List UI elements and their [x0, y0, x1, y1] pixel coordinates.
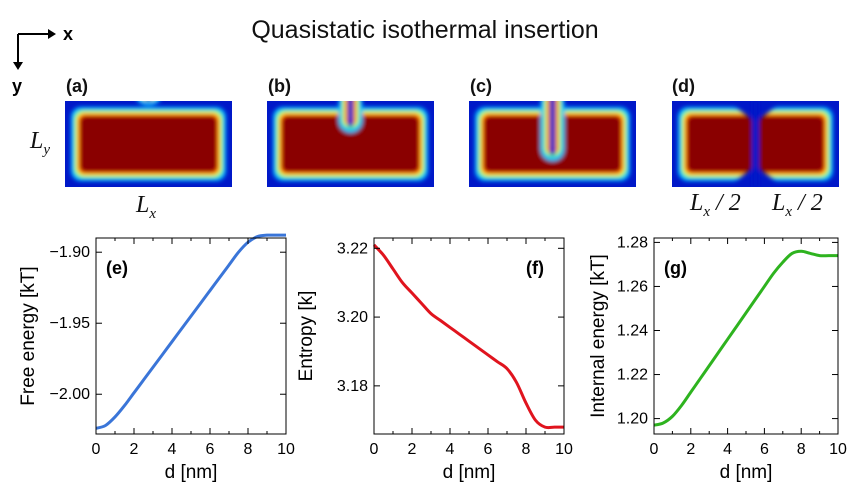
x-tick-label: 2 — [130, 441, 139, 458]
density-field — [678, 101, 833, 187]
density-field — [273, 101, 428, 181]
figure-title: Quasistatic isothermal insertion — [251, 16, 599, 44]
panel-label: (f) — [526, 258, 544, 278]
axes-indicator: x y — [12, 24, 73, 96]
y-tick-label: 3.20 — [337, 309, 368, 326]
x-axis-label: d [nm] — [720, 462, 773, 483]
wall — [347, 101, 354, 127]
density-map-a — [65, 101, 232, 187]
x-tick-label: 0 — [92, 441, 101, 458]
density-map-d — [672, 101, 839, 187]
density-field — [475, 101, 630, 181]
y-tick-label: −1.90 — [50, 244, 91, 261]
y-axis-arrowhead — [13, 62, 23, 70]
panel-label-d: (d) — [672, 76, 695, 96]
y-axis-label: Internal energy [kT] — [588, 254, 609, 418]
density-layer — [282, 116, 419, 172]
series-line — [653, 249, 838, 427]
density-field — [71, 101, 226, 181]
plot-f: 0 2 4 6 8 10 d [nm] 3.22 3.20 3.18 Entropy [k] (f) — [296, 237, 573, 483]
x-tick-label: 10 — [829, 441, 847, 458]
x-axis-letter: x — [63, 24, 73, 44]
density-layer — [687, 116, 752, 172]
panel-label: (g) — [664, 258, 687, 278]
ly-label: Ly — [30, 128, 51, 158]
y-axis-label: Free energy [kT] — [18, 266, 39, 405]
density-layer — [759, 116, 824, 172]
y-tick-label: 3.18 — [337, 378, 368, 395]
x-tick-label: 4 — [168, 441, 177, 458]
x-tick-label: 10 — [555, 441, 573, 458]
x-tick-label: 10 — [277, 441, 295, 458]
plot-e: 0 2 4 6 8 10 d [nm] −1.90 −1.95 −2.00 Free energy … — [18, 233, 295, 483]
panel-label: (e) — [106, 258, 128, 278]
wall — [549, 101, 556, 156]
notch-layer — [137, 101, 160, 106]
y-axis-letter: y — [12, 76, 22, 96]
panel-label-c: (c) — [470, 76, 492, 96]
x-tick-label: 6 — [760, 441, 769, 458]
density-map-c — [469, 101, 636, 187]
x-tick-label: 4 — [446, 441, 455, 458]
y-tick-label: 1.26 — [617, 278, 648, 295]
x-tick-label: 6 — [206, 441, 215, 458]
y-tick-label: −1.95 — [50, 315, 91, 332]
panel-label-b: (b) — [268, 76, 291, 96]
x-tick-label: 8 — [522, 441, 531, 458]
x-axis-label: d [nm] — [443, 462, 496, 483]
y-tick-label: 1.20 — [617, 411, 648, 428]
lx-label: Lx — [136, 192, 157, 222]
density-layer — [80, 116, 217, 172]
x-tick-label: 2 — [686, 441, 695, 458]
panel-label-a: (a) — [66, 76, 88, 96]
y-tick-label: 1.28 — [617, 234, 648, 251]
half-width-label-right: Lx / 2 — [772, 190, 823, 220]
x-axis-arrowhead — [48, 29, 56, 39]
y-tick-label: 1.22 — [617, 367, 648, 384]
y-tick-label: 3.22 — [337, 240, 368, 257]
density-map-b — [267, 101, 434, 187]
x-tick-label: 0 — [370, 441, 379, 458]
x-tick-label: 4 — [723, 441, 732, 458]
x-axis-label: d [nm] — [165, 462, 218, 483]
plot-g: 0 2 4 6 8 10 d [nm] 1.28 1.26 1.24 1.22 1.20 Interna… — [588, 234, 847, 483]
wall — [752, 101, 759, 187]
series-line — [372, 243, 564, 430]
y-axis-label: Entropy [k] — [296, 291, 317, 382]
x-tick-label: 8 — [797, 441, 806, 458]
y-tick-label: −2.00 — [50, 386, 91, 403]
x-tick-label: 8 — [244, 441, 253, 458]
x-tick-label: 6 — [484, 441, 493, 458]
y-tick-label: 1.24 — [617, 322, 648, 339]
x-tick-label: 0 — [650, 441, 659, 458]
half-width-label-left: Lx / 2 — [690, 190, 741, 220]
x-tick-label: 2 — [408, 441, 417, 458]
